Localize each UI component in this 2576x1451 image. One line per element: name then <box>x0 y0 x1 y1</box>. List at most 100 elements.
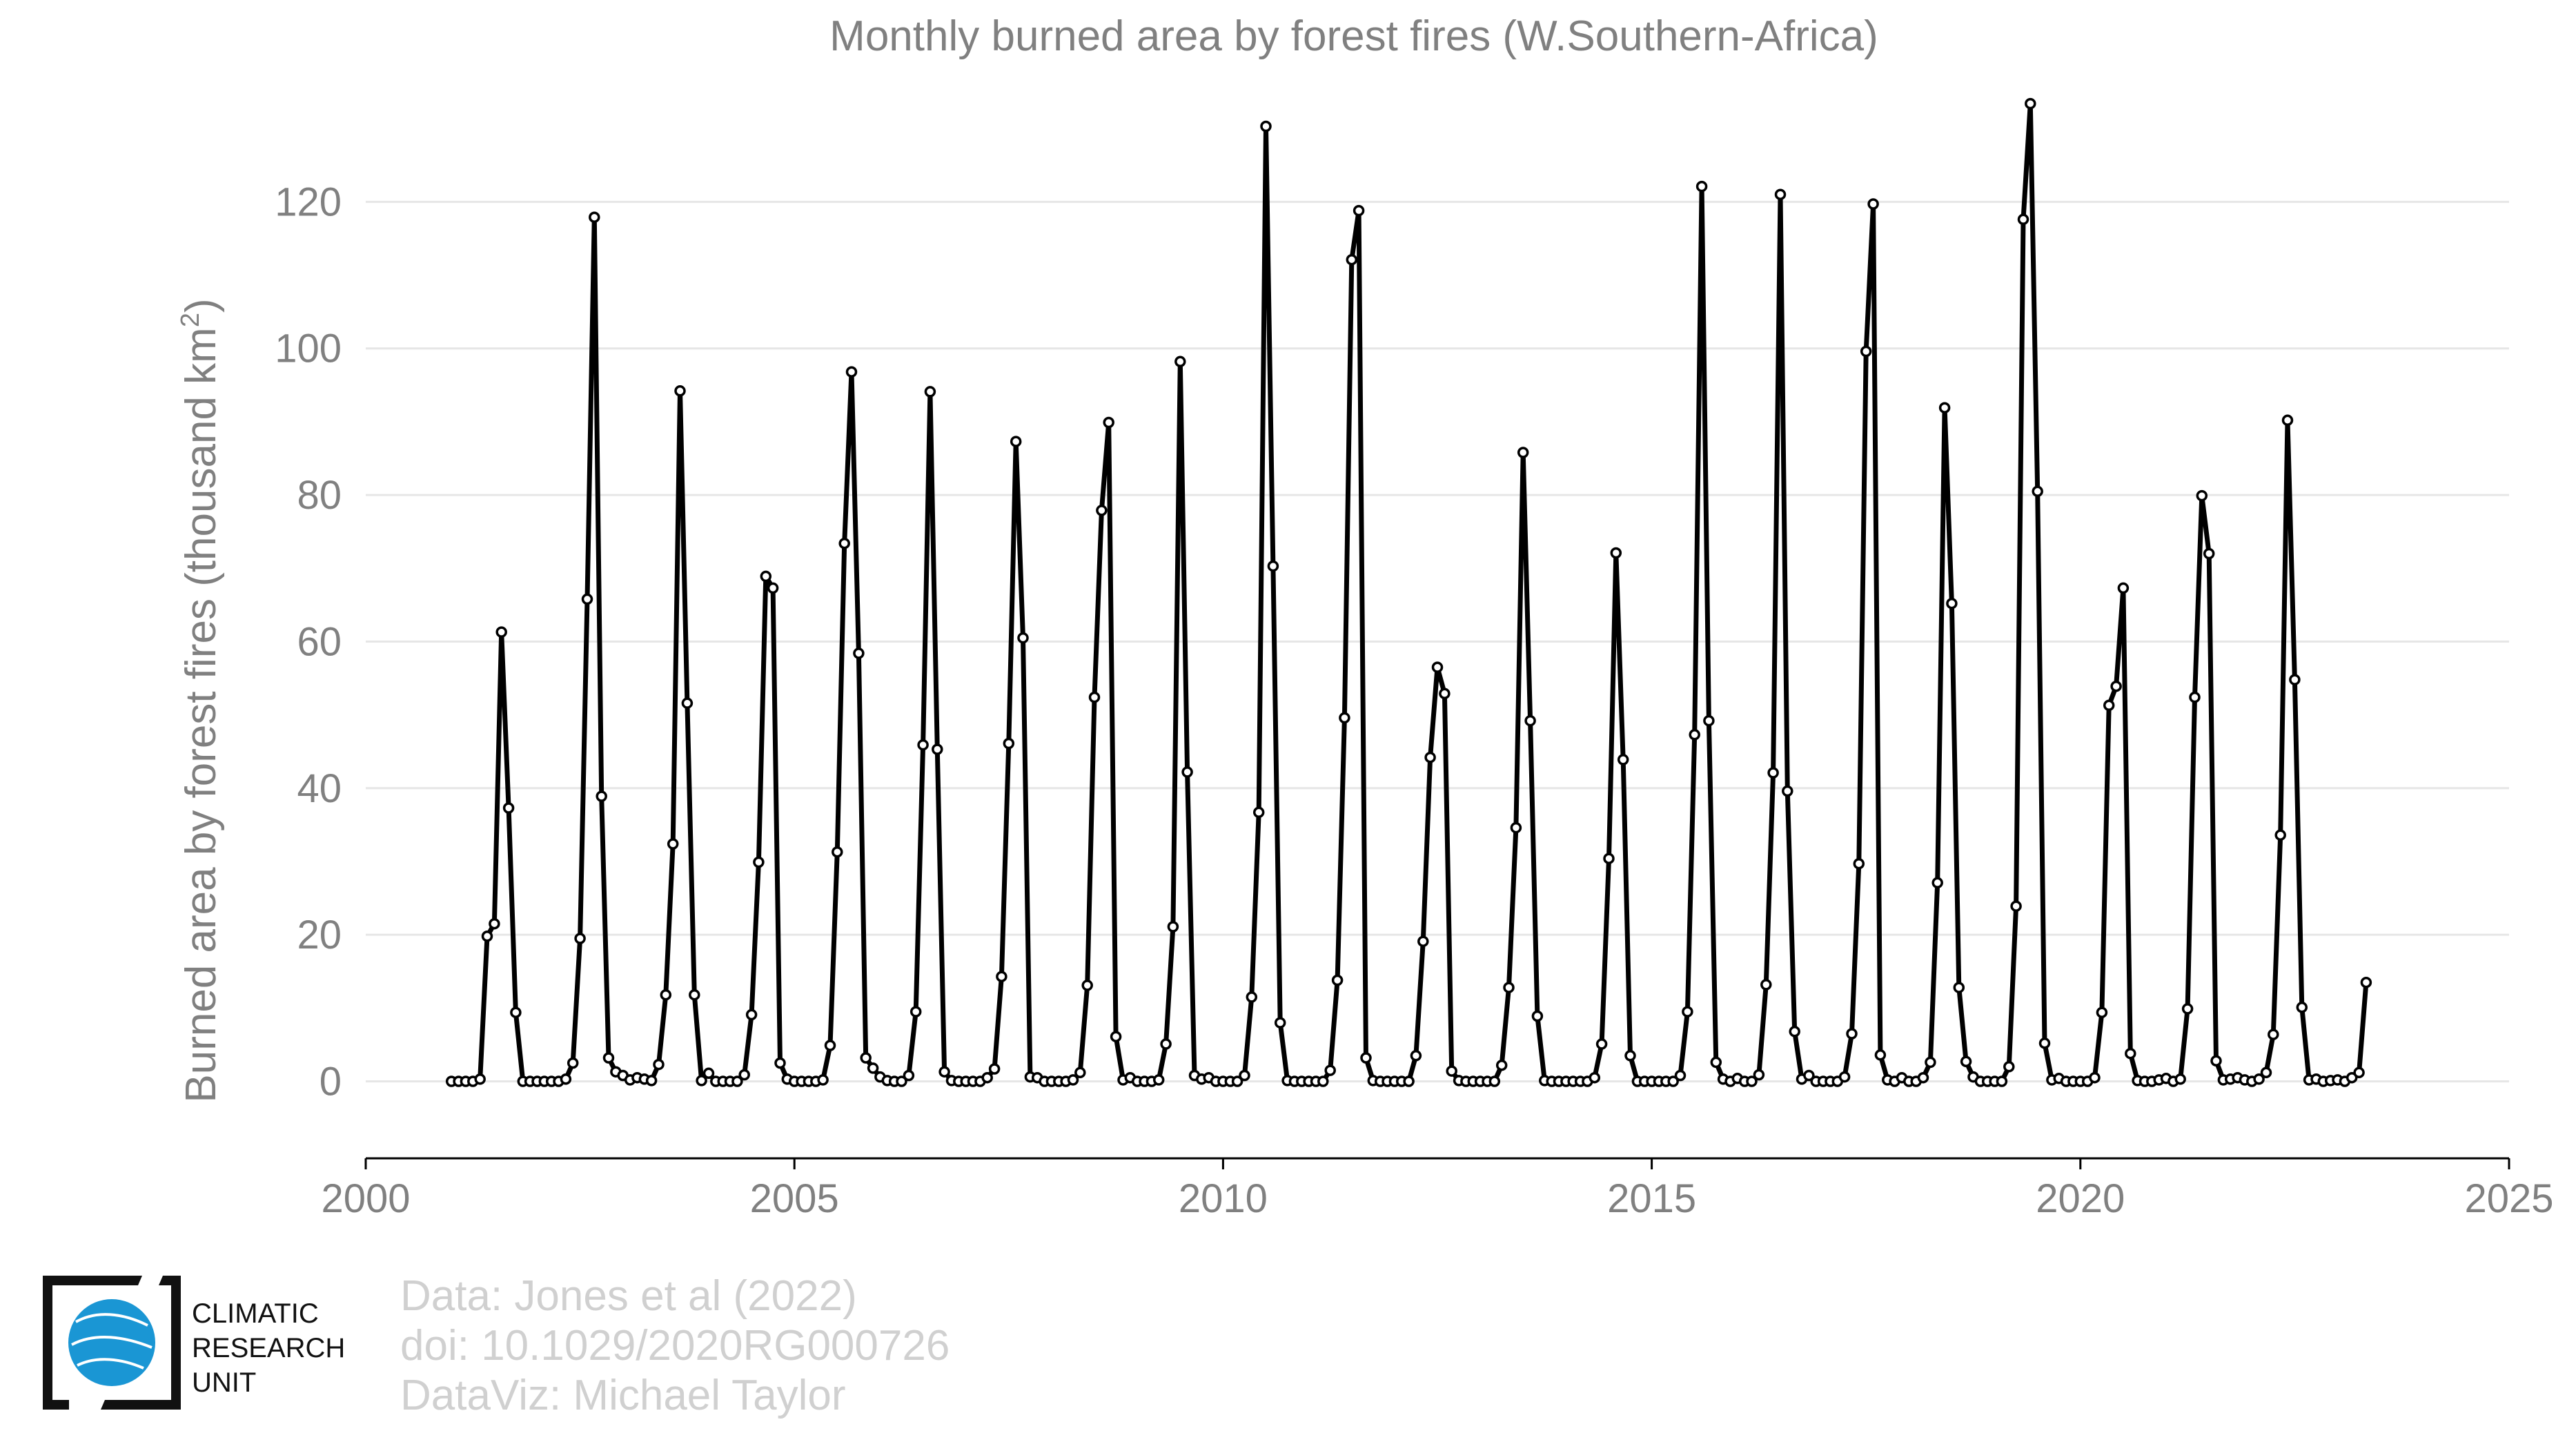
data-point <box>2289 674 2301 685</box>
data-point <box>1260 120 1272 133</box>
x-tick-label: 2020 <box>2036 1176 2125 1221</box>
credit-doi: doi: 10.1029/2020RG000726 <box>400 1322 950 1370</box>
data-point <box>1246 991 1258 1003</box>
data-point <box>838 537 850 549</box>
data-point <box>2353 1067 2365 1079</box>
data-point <box>767 582 779 594</box>
data-point <box>1667 1075 1679 1087</box>
data-point <box>753 856 765 868</box>
data-point <box>938 1066 950 1078</box>
logo-line-2: RESEARCH <box>192 1333 346 1363</box>
data-point <box>738 1069 750 1081</box>
data-point <box>1774 188 1787 200</box>
logo-bracket-right <box>101 1276 181 1410</box>
data-point <box>1446 1065 1457 1077</box>
globe-swirl-2 <box>71 1335 153 1349</box>
data-point <box>2174 1073 2186 1085</box>
data-point <box>474 1073 486 1085</box>
axes <box>364 1157 2510 1169</box>
y-tick-label: 0 <box>319 1060 342 1104</box>
data-point <box>1488 1075 1501 1087</box>
globe-swirl-1 <box>75 1313 148 1327</box>
data-point <box>1267 560 1279 572</box>
credit-dataviz: DataViz: Michael Taylor <box>400 1372 846 1419</box>
data-point <box>696 1075 707 1087</box>
data-point <box>2203 547 2215 560</box>
data-point <box>1096 505 1108 516</box>
data-point <box>510 1006 522 1018</box>
data-point <box>653 1058 665 1071</box>
data-point <box>1495 1059 1508 1071</box>
data-point <box>1767 767 1779 779</box>
data-point <box>1703 714 1715 727</box>
data-point <box>1674 1069 1687 1082</box>
data-point <box>2038 1038 2051 1049</box>
data-point <box>581 593 593 605</box>
data-point <box>1167 921 1179 933</box>
data-point <box>589 211 600 223</box>
data-point <box>1846 1028 1858 1040</box>
data-point <box>996 971 1007 982</box>
data-point <box>1624 1050 1636 1062</box>
data-point <box>596 790 607 802</box>
data-point <box>1589 1071 1601 1084</box>
data-point <box>832 846 843 858</box>
data-point <box>1595 1038 1608 1050</box>
data-point <box>2210 1055 2222 1067</box>
data-point <box>1931 877 1943 889</box>
data-point <box>896 1075 907 1087</box>
y-tick-label: 60 <box>297 619 342 664</box>
data-point <box>1695 180 1708 193</box>
x-tick-labels: 2000 2005 2010 2015 2020 2025 <box>321 1176 2553 1221</box>
data-point <box>1710 1056 1722 1069</box>
data-point <box>1960 1055 1972 1068</box>
data-point <box>2096 1006 2108 1018</box>
data-point <box>1010 436 1022 447</box>
data-point <box>2268 1029 2279 1040</box>
data-point <box>1682 1006 1693 1017</box>
data-point <box>860 1052 872 1064</box>
data-point <box>2181 1003 2194 1015</box>
data-point <box>932 743 943 755</box>
data-point <box>845 366 858 378</box>
data-point <box>817 1074 829 1086</box>
y-tick-label: 40 <box>297 766 342 811</box>
data-point <box>1003 737 1015 750</box>
data-point <box>1603 853 1615 864</box>
data-point <box>1874 1049 1887 1061</box>
globe-swirl-3 <box>77 1358 144 1370</box>
data-point <box>1510 821 1522 834</box>
data-point <box>2089 1071 2101 1084</box>
data-point <box>1996 1075 2008 1087</box>
data-point <box>1424 751 1436 763</box>
data-point <box>774 1057 786 1069</box>
data-point <box>1339 712 1350 724</box>
data-point <box>1517 447 1529 458</box>
data-point <box>1346 253 1358 266</box>
data-point <box>489 917 500 930</box>
data-point <box>1074 1067 1086 1079</box>
x-tick-label: 2000 <box>321 1176 410 1221</box>
data-point <box>1953 982 1965 993</box>
data-point <box>853 647 865 659</box>
series-monthly-burned-area <box>445 97 2372 1087</box>
y-axis-label-close: ) <box>177 298 225 313</box>
data-point <box>481 931 493 942</box>
data-point <box>2117 582 2130 594</box>
data-point <box>1867 198 1879 210</box>
data-point <box>495 626 507 638</box>
data-point <box>1360 1052 1372 1064</box>
y-tick-label: 80 <box>297 473 342 518</box>
data-point <box>2281 414 2294 427</box>
y-axis-label: Burned area by forest fires (thousand km… <box>176 298 225 1102</box>
cru-logo <box>43 1276 181 1410</box>
data-point <box>981 1071 993 1084</box>
data-point <box>2346 1071 2358 1084</box>
data-point <box>1331 974 1344 986</box>
data-point <box>745 1009 758 1021</box>
data-point <box>924 386 936 398</box>
data-point <box>1689 729 1700 741</box>
data-point <box>2253 1073 2265 1085</box>
data-point <box>1067 1074 1079 1086</box>
